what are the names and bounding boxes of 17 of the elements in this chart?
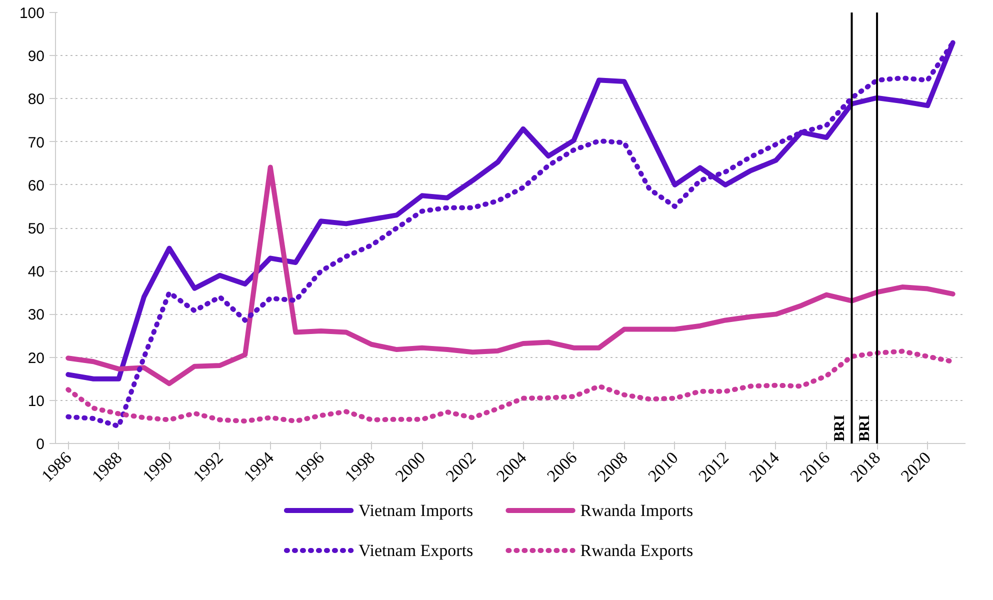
y-tick-label: 80 — [28, 91, 45, 108]
y-tick-label: 20 — [28, 350, 45, 367]
y-tick-label: 40 — [28, 264, 45, 281]
y-tick-label: 60 — [28, 177, 45, 194]
legend-label: Rwanda Exports — [580, 541, 694, 560]
y-tick-label: 30 — [28, 306, 45, 324]
y-tick-label: 100 — [19, 5, 45, 22]
legend-label: Vietnam Exports — [358, 541, 474, 560]
y-tick-label: 10 — [28, 392, 45, 410]
y-tick-label: 70 — [28, 134, 45, 152]
legend-label: Vietnam Imports — [358, 501, 474, 520]
ref-line-label: BRI — [857, 414, 874, 442]
y-tick-label: 0 — [36, 436, 44, 453]
legend-label: Rwanda Imports — [580, 501, 694, 520]
y-tick-label: 50 — [28, 220, 45, 238]
ref-line-label: BRI — [832, 414, 848, 442]
y-tick-label: 90 — [28, 48, 45, 66]
